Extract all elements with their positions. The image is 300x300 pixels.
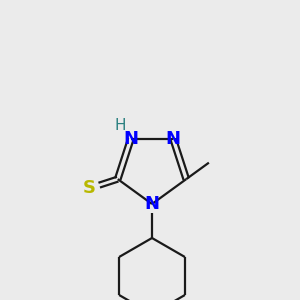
Text: N: N — [145, 195, 160, 213]
Text: N: N — [166, 130, 181, 148]
Text: S: S — [83, 179, 96, 197]
Text: N: N — [123, 130, 138, 148]
Text: H: H — [114, 118, 126, 134]
